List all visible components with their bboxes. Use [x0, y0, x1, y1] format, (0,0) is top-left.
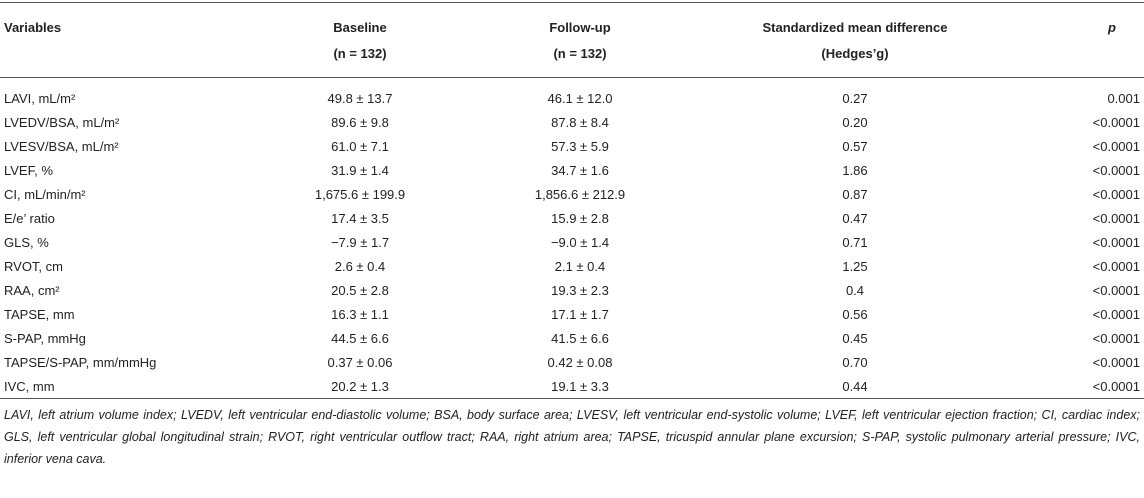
- header-line: p: [1108, 20, 1116, 35]
- cell: 0.70: [842, 354, 868, 370]
- header-cell: Baseline (n = 132): [250, 3, 470, 78]
- cell: IVC, mm: [4, 378, 55, 394]
- cell: 17.1 ± 1.7: [551, 306, 609, 322]
- cell: 44.5 ± 6.6: [331, 330, 389, 346]
- cell: 0.42 ± 0.08: [547, 354, 613, 370]
- cell: 87.8 ± 8.4: [551, 114, 609, 130]
- header-line: (n = 132): [553, 46, 607, 61]
- cell: 17.4 ± 3.5: [331, 210, 389, 226]
- cell: <0.0001: [1092, 306, 1140, 322]
- cell: 0.37 ± 0.06: [327, 354, 393, 370]
- cell: 2.1 ± 0.4: [554, 258, 606, 274]
- cell: <0.0001: [1092, 258, 1140, 274]
- cell: 0.45: [842, 330, 868, 346]
- cell: 0.71: [842, 234, 868, 250]
- cell: <0.0001: [1092, 378, 1140, 394]
- cell: TAPSE/S-PAP, mm/mmHg: [4, 354, 157, 370]
- cell: 0.57: [842, 138, 868, 154]
- table-header: Variables Baseline (n = 132) Follow-up (n = …: [0, 2, 1144, 78]
- cell: −9.0 ± 1.4: [550, 234, 610, 250]
- cell: 49.8 ± 13.7: [327, 90, 393, 106]
- cell: 20.5 ± 2.8: [331, 282, 389, 298]
- cell: 34.7 ± 1.6: [551, 162, 609, 178]
- cell: 0.27: [842, 90, 868, 106]
- table-row: TAPSE/S-PAP, mm/mmHg 0.37 ± 0.06 0.42 ± 0.…: [0, 350, 1144, 374]
- cell: 15.9 ± 2.8: [551, 210, 609, 226]
- cell: RVOT, cm: [4, 258, 63, 274]
- cell: LAVI, mL/m²: [4, 90, 76, 106]
- cell: 0.44: [842, 378, 868, 394]
- cell: <0.0001: [1092, 210, 1140, 226]
- header-cell: p: [1020, 3, 1144, 78]
- cell: 57.3 ± 5.9: [551, 138, 609, 154]
- cell: GLS, %: [4, 234, 49, 250]
- table-row: CI, mL/min/m² 1,675.6 ± 199.9 1,856.6 ± 21…: [0, 182, 1144, 206]
- table-row: LAVI, mL/m² 49.8 ± 13.7 46.1 ± 12.0 0.27 0.0…: [0, 78, 1144, 111]
- cell: LVESV/BSA, mL/m²: [4, 138, 119, 154]
- cell: 61.0 ± 7.1: [331, 138, 389, 154]
- cell: 19.1 ± 3.3: [551, 378, 609, 394]
- table-body: LAVI, mL/m² 49.8 ± 13.7 46.1 ± 12.0 0.27 0.0…: [0, 78, 1144, 399]
- header-cell: Follow-up (n = 132): [470, 3, 690, 78]
- table-row: LVESV/BSA, mL/m² 61.0 ± 7.1 57.3 ± 5.9 0.57…: [0, 134, 1144, 158]
- cell: 41.5 ± 6.6: [551, 330, 609, 346]
- cell: <0.0001: [1092, 234, 1140, 250]
- table-row: GLS, % −7.9 ± 1.7 −9.0 ± 1.4 0.71 <0.0001: [0, 230, 1144, 254]
- cell: LVEF, %: [4, 162, 53, 178]
- table-row: E/e’ ratio 17.4 ± 3.5 15.9 ± 2.8 0.47 <0.000…: [0, 206, 1144, 230]
- cell: RAA, cm²: [4, 282, 60, 298]
- cell: 0.47: [842, 210, 868, 226]
- cell: E/e’ ratio: [4, 210, 55, 226]
- table-row: RAA, cm² 20.5 ± 2.8 19.3 ± 2.3 0.4 <0.0001: [0, 278, 1144, 302]
- header-line: Standardized mean difference: [762, 20, 948, 35]
- header-line: Variables: [4, 20, 62, 35]
- header-line: Baseline: [333, 20, 387, 35]
- table-row: RVOT, cm 2.6 ± 0.4 2.1 ± 0.4 1.25 <0.0001: [0, 254, 1144, 278]
- cell: 0.4: [845, 282, 865, 298]
- cell: S-PAP, mmHg: [4, 330, 86, 346]
- cell: <0.0001: [1092, 186, 1140, 202]
- cell: 1.25: [842, 258, 868, 274]
- cell: 20.2 ± 1.3: [331, 378, 389, 394]
- cell: −7.9 ± 1.7: [330, 234, 390, 250]
- cell: <0.0001: [1092, 138, 1140, 154]
- header-line: (Hedges’g): [821, 46, 889, 61]
- cell: 0.56: [842, 306, 868, 322]
- header-cell: Standardized mean difference (Hedges’g): [690, 3, 1020, 78]
- data-table: Variables Baseline (n = 132) Follow-up (n = …: [0, 2, 1144, 399]
- table-row: LVEDV/BSA, mL/m² 89.6 ± 9.8 87.8 ± 8.4 0.20…: [0, 110, 1144, 134]
- cell: 1.86: [842, 162, 868, 178]
- header-line: Follow-up: [549, 20, 611, 35]
- header-cell: Variables: [0, 3, 250, 78]
- header-line: (n = 132): [333, 46, 387, 61]
- cell: 16.3 ± 1.1: [331, 306, 389, 322]
- cell: 19.3 ± 2.3: [551, 282, 609, 298]
- cell: 89.6 ± 9.8: [331, 114, 389, 130]
- cell: <0.0001: [1092, 354, 1140, 370]
- cell: 0.001: [1107, 90, 1140, 106]
- cell: 0.20: [842, 114, 868, 130]
- footnote: LAVI, left atrium volume index; LVEDV, l…: [4, 408, 1140, 466]
- cell: 46.1 ± 12.0: [547, 90, 613, 106]
- cell: <0.0001: [1092, 282, 1140, 298]
- cell: <0.0001: [1092, 114, 1140, 130]
- cell: 2.6 ± 0.4: [334, 258, 386, 274]
- table-row: IVC, mm 20.2 ± 1.3 19.1 ± 3.3 0.44 <0.0001: [0, 374, 1144, 399]
- cell: 31.9 ± 1.4: [331, 162, 389, 178]
- cell: LVEDV/BSA, mL/m²: [4, 114, 120, 130]
- cell: <0.0001: [1092, 330, 1140, 346]
- cell: 1,856.6 ± 212.9: [534, 186, 626, 202]
- cell: CI, mL/min/m²: [4, 186, 86, 202]
- cell: <0.0001: [1092, 162, 1140, 178]
- cell: 0.87: [842, 186, 868, 202]
- cell: TAPSE, mm: [4, 306, 75, 322]
- table-row: LVEF, % 31.9 ± 1.4 34.7 ± 1.6 1.86 <0.0001: [0, 158, 1144, 182]
- table-row: TAPSE, mm 16.3 ± 1.1 17.1 ± 1.7 0.56 <0.0001: [0, 302, 1144, 326]
- cell: 1,675.6 ± 199.9: [314, 186, 406, 202]
- table-row: S-PAP, mmHg 44.5 ± 6.6 41.5 ± 6.6 0.45 <0.00…: [0, 326, 1144, 350]
- header-row: Variables Baseline (n = 132) Follow-up (n = …: [0, 2, 1144, 78]
